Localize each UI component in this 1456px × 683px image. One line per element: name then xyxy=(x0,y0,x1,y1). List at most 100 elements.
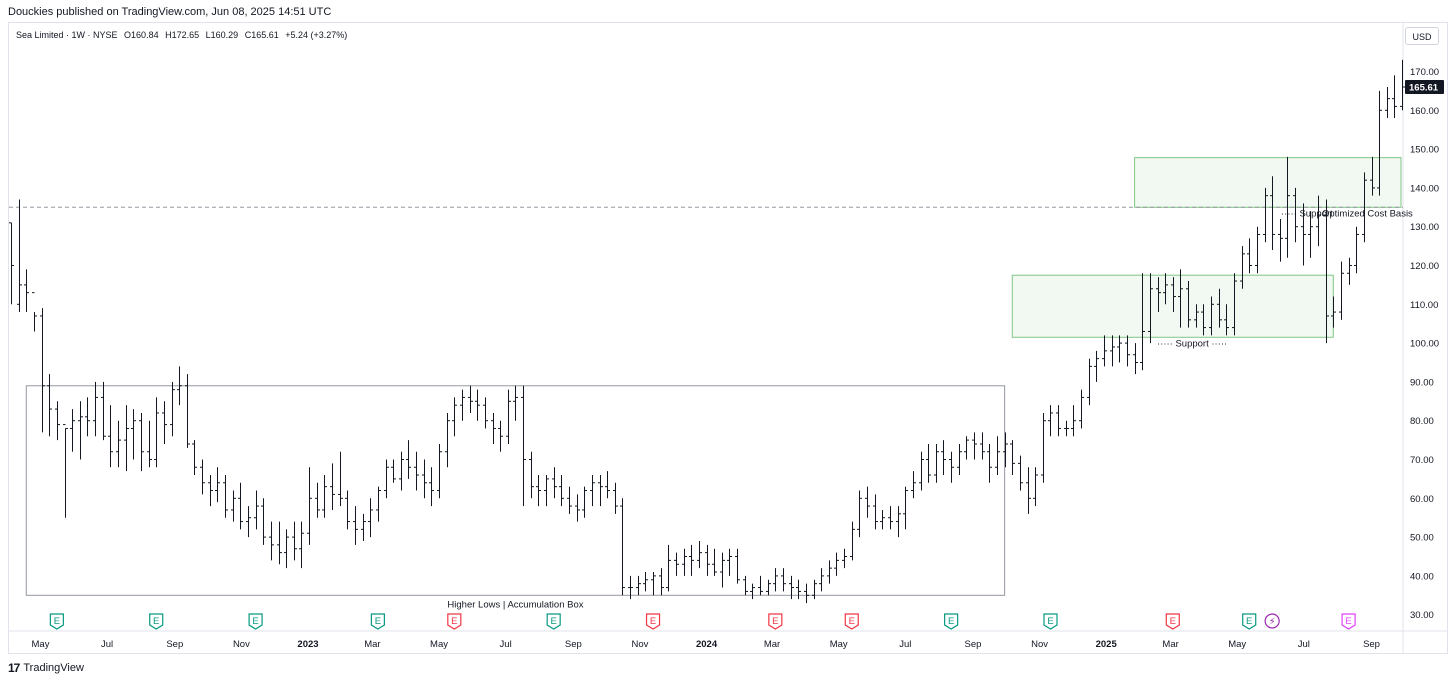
change-value: +5.24 (+3.27%) xyxy=(285,30,348,40)
time-tick-label: Jul xyxy=(500,639,512,650)
ohlc-bar xyxy=(781,568,786,592)
ohlc-bar xyxy=(32,292,37,332)
earnings-icon[interactable]: E xyxy=(451,616,457,627)
ohlc-bar xyxy=(903,486,908,530)
time-tick-label: 2024 xyxy=(696,639,718,650)
time-tick-label: Sep xyxy=(166,639,183,650)
ohlc-bar xyxy=(1094,350,1099,382)
ohlc-bar xyxy=(40,308,45,433)
earnings-marker[interactable] xyxy=(1242,613,1257,630)
ohlc-bar xyxy=(131,409,136,460)
price-tick-label: 70.00 xyxy=(1410,455,1434,466)
price-tick-label: 40.00 xyxy=(1410,571,1434,582)
brand-name: TradingView xyxy=(23,662,84,674)
published-header: Douckies published on TradingView.com, J… xyxy=(8,6,332,18)
ohlc-bar xyxy=(1255,226,1260,274)
time-tick-label: May xyxy=(830,639,848,650)
time-tick-label: May xyxy=(430,639,448,650)
time-tick-label: Sep xyxy=(965,639,982,650)
tradingview-brand[interactable]: 17 TradingView xyxy=(8,661,84,675)
earnings-icon[interactable]: E xyxy=(551,616,557,627)
ohlc-bar xyxy=(1010,440,1015,476)
earnings-icon[interactable]: E xyxy=(1047,616,1053,627)
symbol-info[interactable]: Sea Limited · 1W · NYSE xyxy=(16,30,118,40)
ohlc-bar xyxy=(330,463,335,510)
ohlc-bar xyxy=(353,506,358,545)
currency-button[interactable]: USD xyxy=(1405,27,1439,45)
ohlc-bar xyxy=(101,381,106,441)
earnings-marker[interactable] xyxy=(944,613,959,630)
ohlc-bar xyxy=(926,443,931,483)
ohlc-bar xyxy=(1354,226,1359,274)
ohlc-bar xyxy=(1102,335,1107,367)
ohlc-bar xyxy=(269,521,274,561)
ohlc-bar xyxy=(513,385,518,421)
ohlc-bar xyxy=(1293,187,1298,243)
earnings-marker[interactable] xyxy=(546,613,561,630)
ohlc-bar xyxy=(995,436,1000,476)
earnings-marker[interactable] xyxy=(1043,613,1058,630)
earnings-marker[interactable] xyxy=(248,613,263,630)
ohlc-bar xyxy=(1140,273,1145,371)
dividend-icon[interactable]: ⚡ xyxy=(1269,617,1276,628)
time-tick-label: May xyxy=(1228,639,1246,650)
earnings-marker[interactable] xyxy=(768,613,783,630)
ohlc-bar xyxy=(536,475,541,507)
time-tick-label: Mar xyxy=(364,639,380,650)
ohlc-bar xyxy=(865,486,870,518)
earnings-icon[interactable]: E xyxy=(849,616,855,627)
earnings-marker[interactable] xyxy=(370,613,385,630)
ohlc-bar xyxy=(200,459,205,495)
dividend-marker[interactable] xyxy=(1264,613,1280,629)
ohlc-bar xyxy=(215,467,220,503)
ohlc-bar xyxy=(437,443,442,499)
ohlc-bar xyxy=(880,509,885,530)
ohlc-bar xyxy=(636,575,641,596)
ohlc-bar xyxy=(582,486,587,518)
ohlc-bar xyxy=(857,490,862,538)
earnings-icon[interactable]: E xyxy=(1246,616,1252,627)
ohlc-bar xyxy=(1110,335,1115,367)
earnings-icon[interactable]: E xyxy=(252,616,258,627)
ohlc-bar xyxy=(1079,389,1084,429)
ohlc-bar xyxy=(666,544,671,592)
earnings-icon[interactable]: E xyxy=(772,616,778,627)
earnings-icon[interactable]: E xyxy=(54,616,60,627)
price-tick-label: 120.00 xyxy=(1410,261,1439,272)
earnings-icon[interactable]: E xyxy=(375,616,381,627)
earnings-marker[interactable] xyxy=(149,613,164,630)
ohlc-bar xyxy=(277,521,282,565)
time-tick-label: Mar xyxy=(1162,639,1178,650)
earnings-marker[interactable] xyxy=(1341,613,1356,630)
ohlc-bar xyxy=(552,467,557,499)
earnings-icon[interactable]: E xyxy=(1170,616,1176,627)
earnings-marker[interactable] xyxy=(844,613,859,630)
high-value: H172.65 xyxy=(165,30,200,40)
earnings-icon[interactable]: E xyxy=(948,616,954,627)
ohlc-bar xyxy=(506,389,511,444)
time-tick-label: Nov xyxy=(233,639,250,650)
earnings-marker[interactable] xyxy=(49,613,64,630)
ohlc-bar xyxy=(567,486,572,514)
ohlc-bar xyxy=(391,459,396,483)
ohlc-bar xyxy=(1048,405,1053,437)
earnings-marker[interactable] xyxy=(1165,613,1180,630)
earnings-icon[interactable]: E xyxy=(153,616,159,627)
earnings-marker[interactable] xyxy=(447,613,462,630)
ohlc-bar xyxy=(743,575,748,596)
ohlc-bar xyxy=(796,579,801,600)
time-tick-label: Sep xyxy=(1363,639,1380,650)
ohlc-bar xyxy=(544,475,549,507)
price-tick-label: 130.00 xyxy=(1410,222,1439,233)
ohlc-bar xyxy=(475,389,480,421)
ohlc-bar xyxy=(491,412,496,444)
price-tick-label: 170.00 xyxy=(1410,67,1439,78)
ohlc-bar xyxy=(399,451,404,491)
earnings-marker[interactable] xyxy=(645,613,661,630)
earnings-icon[interactable]: E xyxy=(1345,616,1351,627)
ohlc-bar xyxy=(445,412,450,468)
ohlc-bar xyxy=(254,490,259,530)
earnings-icon[interactable]: E xyxy=(650,616,656,627)
ohlc-bar xyxy=(521,385,526,507)
